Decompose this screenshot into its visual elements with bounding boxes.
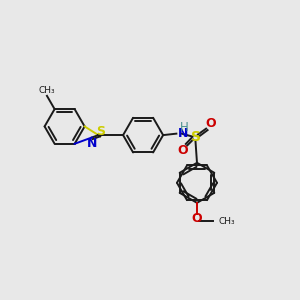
Text: H: H xyxy=(180,121,189,134)
Text: CH₃: CH₃ xyxy=(218,217,235,226)
Text: O: O xyxy=(192,212,202,225)
Text: N: N xyxy=(178,127,188,140)
Text: O: O xyxy=(205,117,215,130)
Text: S: S xyxy=(190,130,200,144)
Text: CH₃: CH₃ xyxy=(39,86,55,95)
Text: N: N xyxy=(87,136,98,150)
Text: O: O xyxy=(177,144,188,157)
Text: S: S xyxy=(96,125,105,138)
